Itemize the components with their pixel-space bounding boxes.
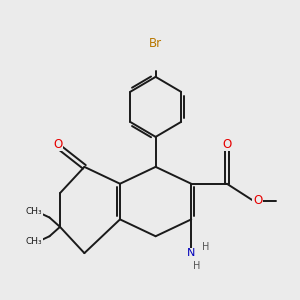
Text: H: H	[193, 261, 201, 271]
Text: O: O	[53, 138, 63, 151]
Text: CH₃: CH₃	[26, 237, 42, 246]
Text: O: O	[222, 138, 232, 151]
Text: CH₃: CH₃	[26, 207, 42, 216]
Text: N: N	[187, 248, 195, 258]
Text: O: O	[253, 194, 262, 207]
Text: Br: Br	[149, 37, 162, 50]
Text: H: H	[202, 242, 209, 253]
